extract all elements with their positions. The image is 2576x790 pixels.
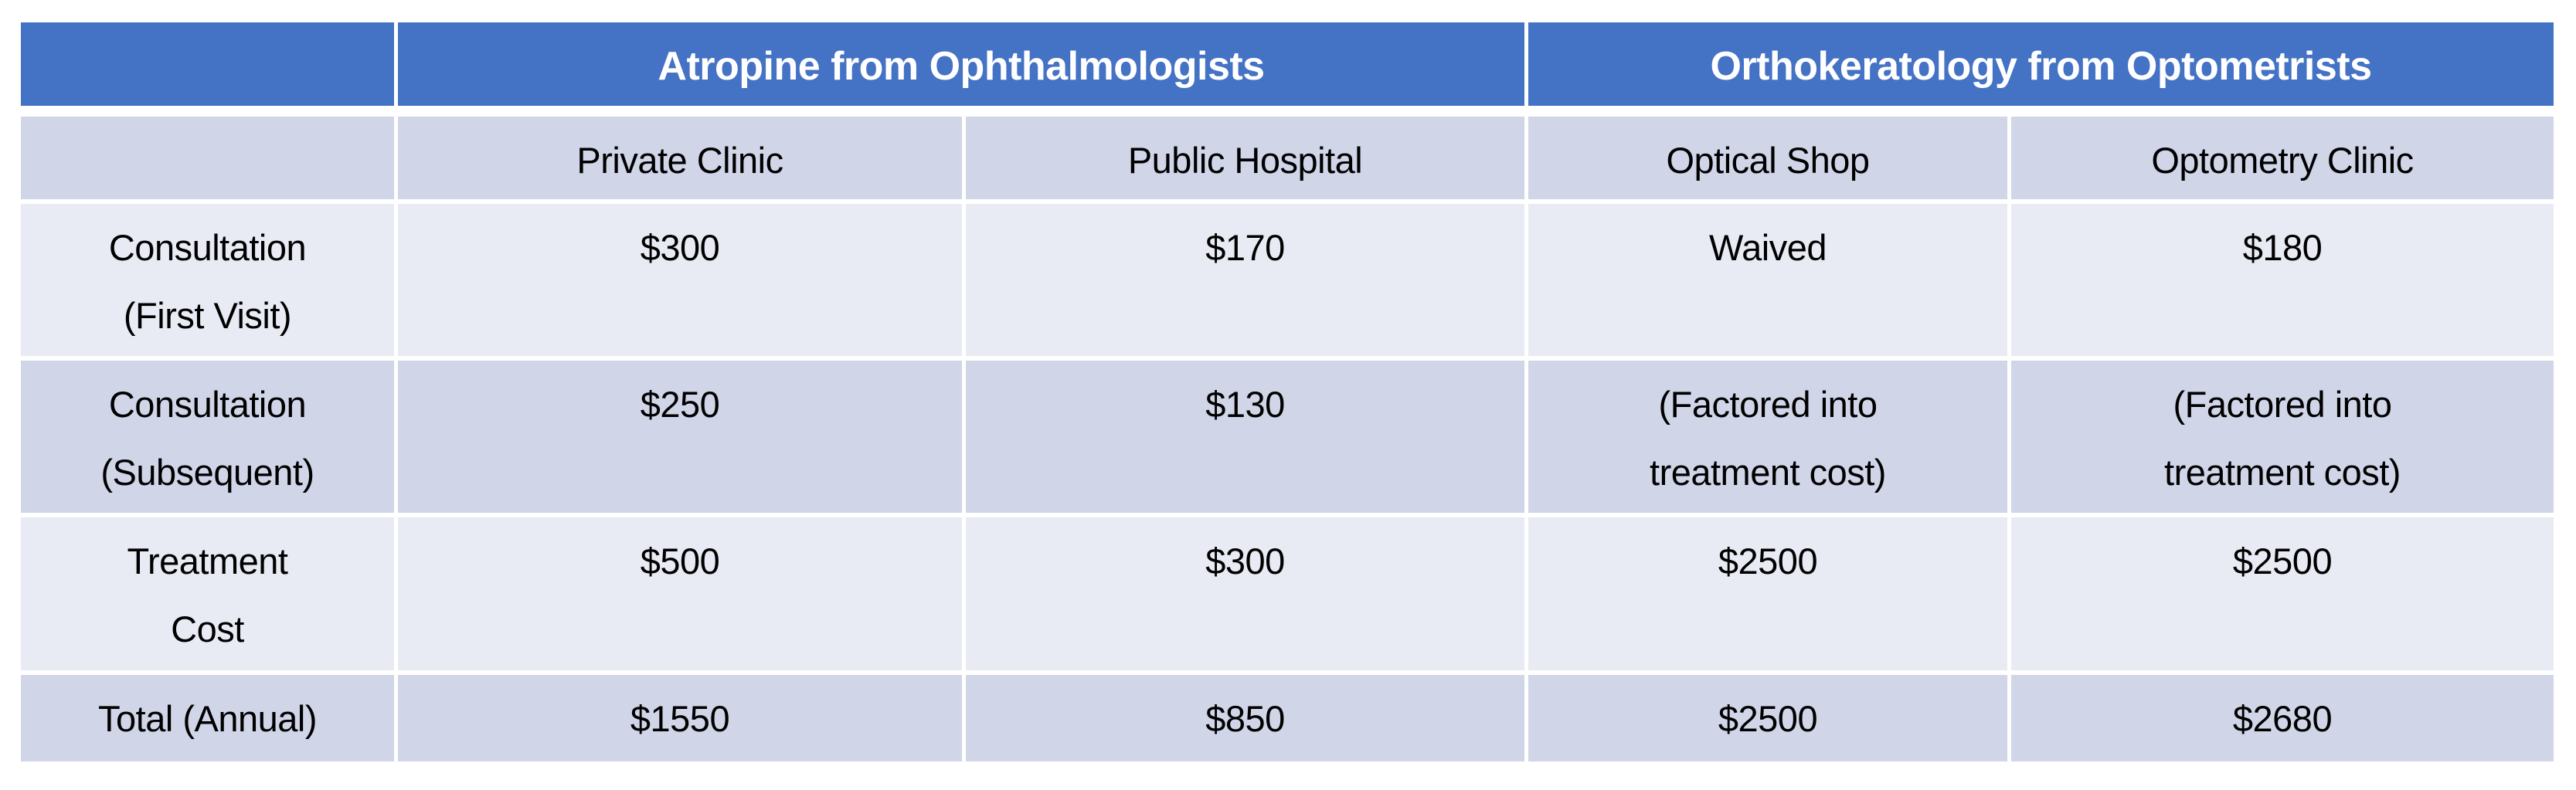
group-header-orthokeratology: Orthokeratology from Optometrists <box>1528 22 2554 106</box>
cell-first-visit-optometry-clinic: $180 <box>2011 204 2554 356</box>
cell-subsequent-optometry-clinic: (Factored into treatment cost) <box>2011 361 2554 513</box>
cell-subsequent-public-hospital: $130 <box>966 361 1524 513</box>
cell-first-visit-private-clinic: $300 <box>398 204 962 356</box>
group-header-atropine: Atropine from Ophthalmologists <box>398 22 1524 106</box>
cell-total-public-hospital: $850 <box>966 675 1524 761</box>
cell-total-optometry-clinic: $2680 <box>2011 675 2554 761</box>
row-label-consultation-first-visit: Consultation (First Visit) <box>21 204 394 356</box>
cell-treatment-public-hospital: $300 <box>966 517 1524 670</box>
column-header-optometry-clinic: Optometry Clinic <box>2011 117 2554 199</box>
cell-first-visit-optical-shop: Waived <box>1528 204 2007 356</box>
column-header-public-hospital: Public Hospital <box>966 117 1524 199</box>
row-label-treatment-cost: Treatment Cost <box>21 517 394 670</box>
cost-comparison-table: Atropine from Ophthalmologists Orthokera… <box>21 22 2554 761</box>
column-header-optical-shop: Optical Shop <box>1528 117 2007 199</box>
cell-subsequent-private-clinic: $250 <box>398 361 962 513</box>
corner-cell-blank <box>21 22 394 106</box>
cell-treatment-optometry-clinic: $2500 <box>2011 517 2554 670</box>
subheader-cell-blank <box>21 117 394 199</box>
row-label-total-annual: Total (Annual) <box>21 675 394 761</box>
row-label-consultation-subsequent: Consultation (Subsequent) <box>21 361 394 513</box>
cell-first-visit-public-hospital: $170 <box>966 204 1524 356</box>
column-header-private-clinic: Private Clinic <box>398 117 962 199</box>
cell-treatment-private-clinic: $500 <box>398 517 962 670</box>
cell-total-optical-shop: $2500 <box>1528 675 2007 761</box>
cell-subsequent-optical-shop: (Factored into treatment cost) <box>1528 361 2007 513</box>
cell-treatment-optical-shop: $2500 <box>1528 517 2007 670</box>
cell-total-private-clinic: $1550 <box>398 675 962 761</box>
